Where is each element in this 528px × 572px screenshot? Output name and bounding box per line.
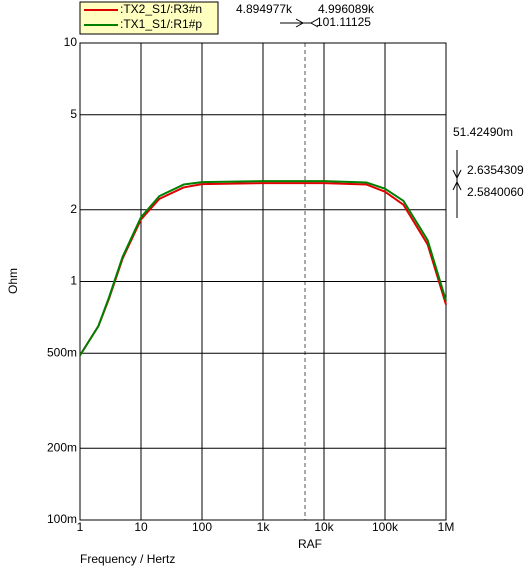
y-tick-label: 200m xyxy=(47,440,77,454)
line xyxy=(79,180,447,356)
cursor-arrows xyxy=(280,18,462,218)
y-a: 2.6354309 xyxy=(467,163,524,177)
x-tick-label: 1k xyxy=(257,520,271,534)
y-b: 2.5840060 xyxy=(467,185,524,199)
cursor-b: 4.996089k xyxy=(318,2,375,16)
y-diff: 51.42490m xyxy=(453,125,513,139)
y-tick-label: 5 xyxy=(70,107,77,121)
x-tick-label: 10k xyxy=(314,520,334,534)
x-tick-label: 1 xyxy=(77,520,84,534)
cursor-label: RAF xyxy=(298,537,322,551)
y-tick-label: 100m xyxy=(47,512,77,526)
x-axis-label: Frequency / Hertz xyxy=(80,552,175,566)
y-axis-label: Ohm xyxy=(6,268,20,294)
y-tick-label: 1 xyxy=(70,274,77,288)
x-tick-label: 10 xyxy=(134,520,148,534)
x-tick-label: 100k xyxy=(372,520,399,534)
cursor-diff: 101.11125 xyxy=(316,15,371,29)
y-tick-label: 2 xyxy=(70,202,77,216)
legend-label: :TX2_S1/:R3#n xyxy=(120,2,202,16)
legend-label: :TX1_S1/:R1#p xyxy=(120,17,202,31)
y-tick-label: 500m xyxy=(47,345,77,359)
x-tick-label: 100 xyxy=(192,520,212,534)
plot-frame xyxy=(79,42,447,521)
y-tick-label: 10 xyxy=(64,35,78,49)
legend-box xyxy=(79,1,219,35)
cursor-a: 4.894977k xyxy=(236,2,293,16)
x-tick-label: 1M xyxy=(438,520,455,534)
